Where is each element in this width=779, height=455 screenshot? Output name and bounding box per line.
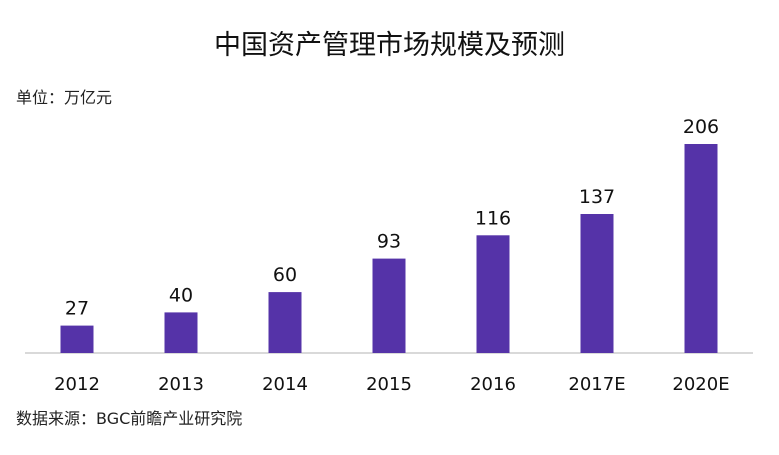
x-tick-label-2016: 2016 xyxy=(470,374,516,395)
bar-2016 xyxy=(476,235,510,353)
bar-2013 xyxy=(164,312,198,353)
x-tick-label-2015: 2015 xyxy=(366,374,412,395)
x-tick-label-2014: 2014 xyxy=(262,374,308,395)
bar-2015 xyxy=(372,258,406,353)
bar-2014 xyxy=(268,292,302,353)
x-tick-label-2013: 2013 xyxy=(158,374,204,395)
bar-2020E xyxy=(684,144,718,353)
bar-2017E xyxy=(580,214,614,353)
value-label-2017E: 137 xyxy=(579,186,615,208)
x-tick-label-2012: 2012 xyxy=(54,374,100,395)
unit-label: 单位：万亿元 xyxy=(16,88,113,107)
value-label-2020E: 206 xyxy=(683,116,719,138)
value-label-2012: 27 xyxy=(65,298,89,320)
value-label-2014: 60 xyxy=(273,264,297,286)
value-label-2013: 40 xyxy=(169,284,193,306)
x-tick-label-2017E: 2017E xyxy=(568,374,625,395)
bar-2012 xyxy=(60,325,94,353)
value-label-2015: 93 xyxy=(377,231,401,253)
value-label-2016: 116 xyxy=(475,207,511,229)
x-tick-label-2020E: 2020E xyxy=(672,374,729,395)
source-label: 数据来源：BGC前瞻产业研究院 xyxy=(16,409,243,428)
chart-title: 中国资产管理市场规模及预测 xyxy=(214,30,565,61)
